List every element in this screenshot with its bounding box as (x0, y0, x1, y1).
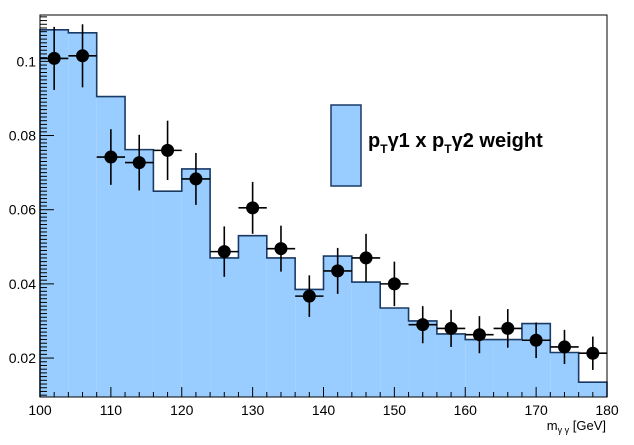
legend-sub1: T (380, 142, 388, 156)
legend-sub2: T (444, 142, 452, 156)
data-point (557, 340, 571, 354)
y-tick-label: 0.02 (9, 350, 36, 366)
data-point (132, 156, 146, 170)
data-point (274, 242, 288, 256)
legend-p1: p (368, 130, 380, 152)
data-point-group (153, 120, 182, 181)
data-point-group (436, 309, 466, 347)
data-point (472, 328, 486, 342)
x-tick-label: 150 (383, 402, 407, 418)
data-point-group (266, 225, 296, 272)
data-point-group (521, 322, 551, 359)
y-tick-label: 0.04 (9, 276, 36, 292)
axes-layer: 100 110 120 130 140 150 160 170 180 0.02 0.04 0.06 0… (9, 16, 619, 418)
data-point (586, 346, 600, 360)
histogram-bar (578, 382, 607, 397)
data-point-group (40, 26, 69, 90)
data-point (76, 49, 90, 63)
histogram-bar (181, 168, 211, 397)
data-point-group (578, 336, 607, 370)
data-point (47, 51, 61, 65)
legend-gamma2: γ2 weight (452, 130, 543, 152)
data-point (529, 333, 543, 347)
data-point (161, 143, 175, 157)
data-point (217, 245, 231, 259)
legend-p2: p (432, 130, 444, 152)
y-tick-label: 0.06 (9, 202, 36, 218)
legend-gamma1: γ1 x (388, 130, 432, 152)
data-point (104, 150, 118, 164)
legend-label: pTγ1 x pTγ2 weight (368, 130, 543, 156)
histogram-bar (153, 191, 182, 397)
data-point (416, 318, 430, 332)
x-axis-title-main: m (547, 418, 558, 433)
x-axis-title-sub: γ γ (558, 425, 570, 435)
x-tick-label: 170 (524, 402, 548, 418)
x-tick-label: 130 (241, 402, 265, 418)
x-axis-title: mγ γ [GeV] (547, 418, 606, 435)
data-point-group (181, 152, 211, 205)
data-point-group (210, 226, 239, 277)
y-tick-label: 0.08 (9, 128, 36, 144)
histogram-outline (39, 29, 608, 397)
data-point-group (465, 316, 494, 354)
data-point-group (323, 247, 352, 294)
histogram-bar (210, 257, 239, 397)
data-point (501, 321, 515, 335)
data-point-group (380, 261, 409, 307)
x-tick-label: 140 (312, 402, 336, 418)
x-tick-label: 100 (28, 402, 52, 418)
data-point-group (68, 24, 97, 88)
histogram-bar (493, 339, 522, 397)
x-tick-label: 110 (100, 402, 123, 418)
data-point (331, 264, 345, 278)
data-point (189, 172, 203, 186)
data-point (302, 289, 316, 303)
histogram-bar (351, 282, 381, 397)
data-point-group (295, 275, 324, 317)
histogram-bar (68, 32, 97, 397)
x-axis-title-unit: [GeV] (569, 418, 606, 433)
data-point-group (351, 233, 381, 283)
data-point-group (96, 129, 126, 185)
legend: pTγ1 x pTγ2 weight (330, 104, 543, 187)
data-point-group (408, 306, 437, 344)
x-tick-label: 120 (170, 402, 194, 418)
data-point (359, 251, 373, 265)
data-points-layer (40, 24, 607, 370)
histogram-bar (266, 257, 296, 397)
data-point (387, 277, 401, 291)
x-tick-label: 160 (454, 402, 478, 418)
data-point-group (238, 181, 267, 234)
legend-swatch (330, 104, 362, 187)
histogram-bar (125, 149, 154, 397)
data-point (246, 201, 260, 215)
histogram-bar (380, 307, 409, 397)
histogram-layer (39, 29, 608, 398)
x-tick-label: 180 (595, 402, 619, 418)
data-point-group (493, 309, 522, 348)
y-tick-label: 0.1 (17, 53, 37, 69)
data-point (444, 321, 458, 335)
data-point-group (125, 134, 154, 191)
histogram-bar (238, 235, 267, 397)
data-point-group (550, 329, 579, 364)
